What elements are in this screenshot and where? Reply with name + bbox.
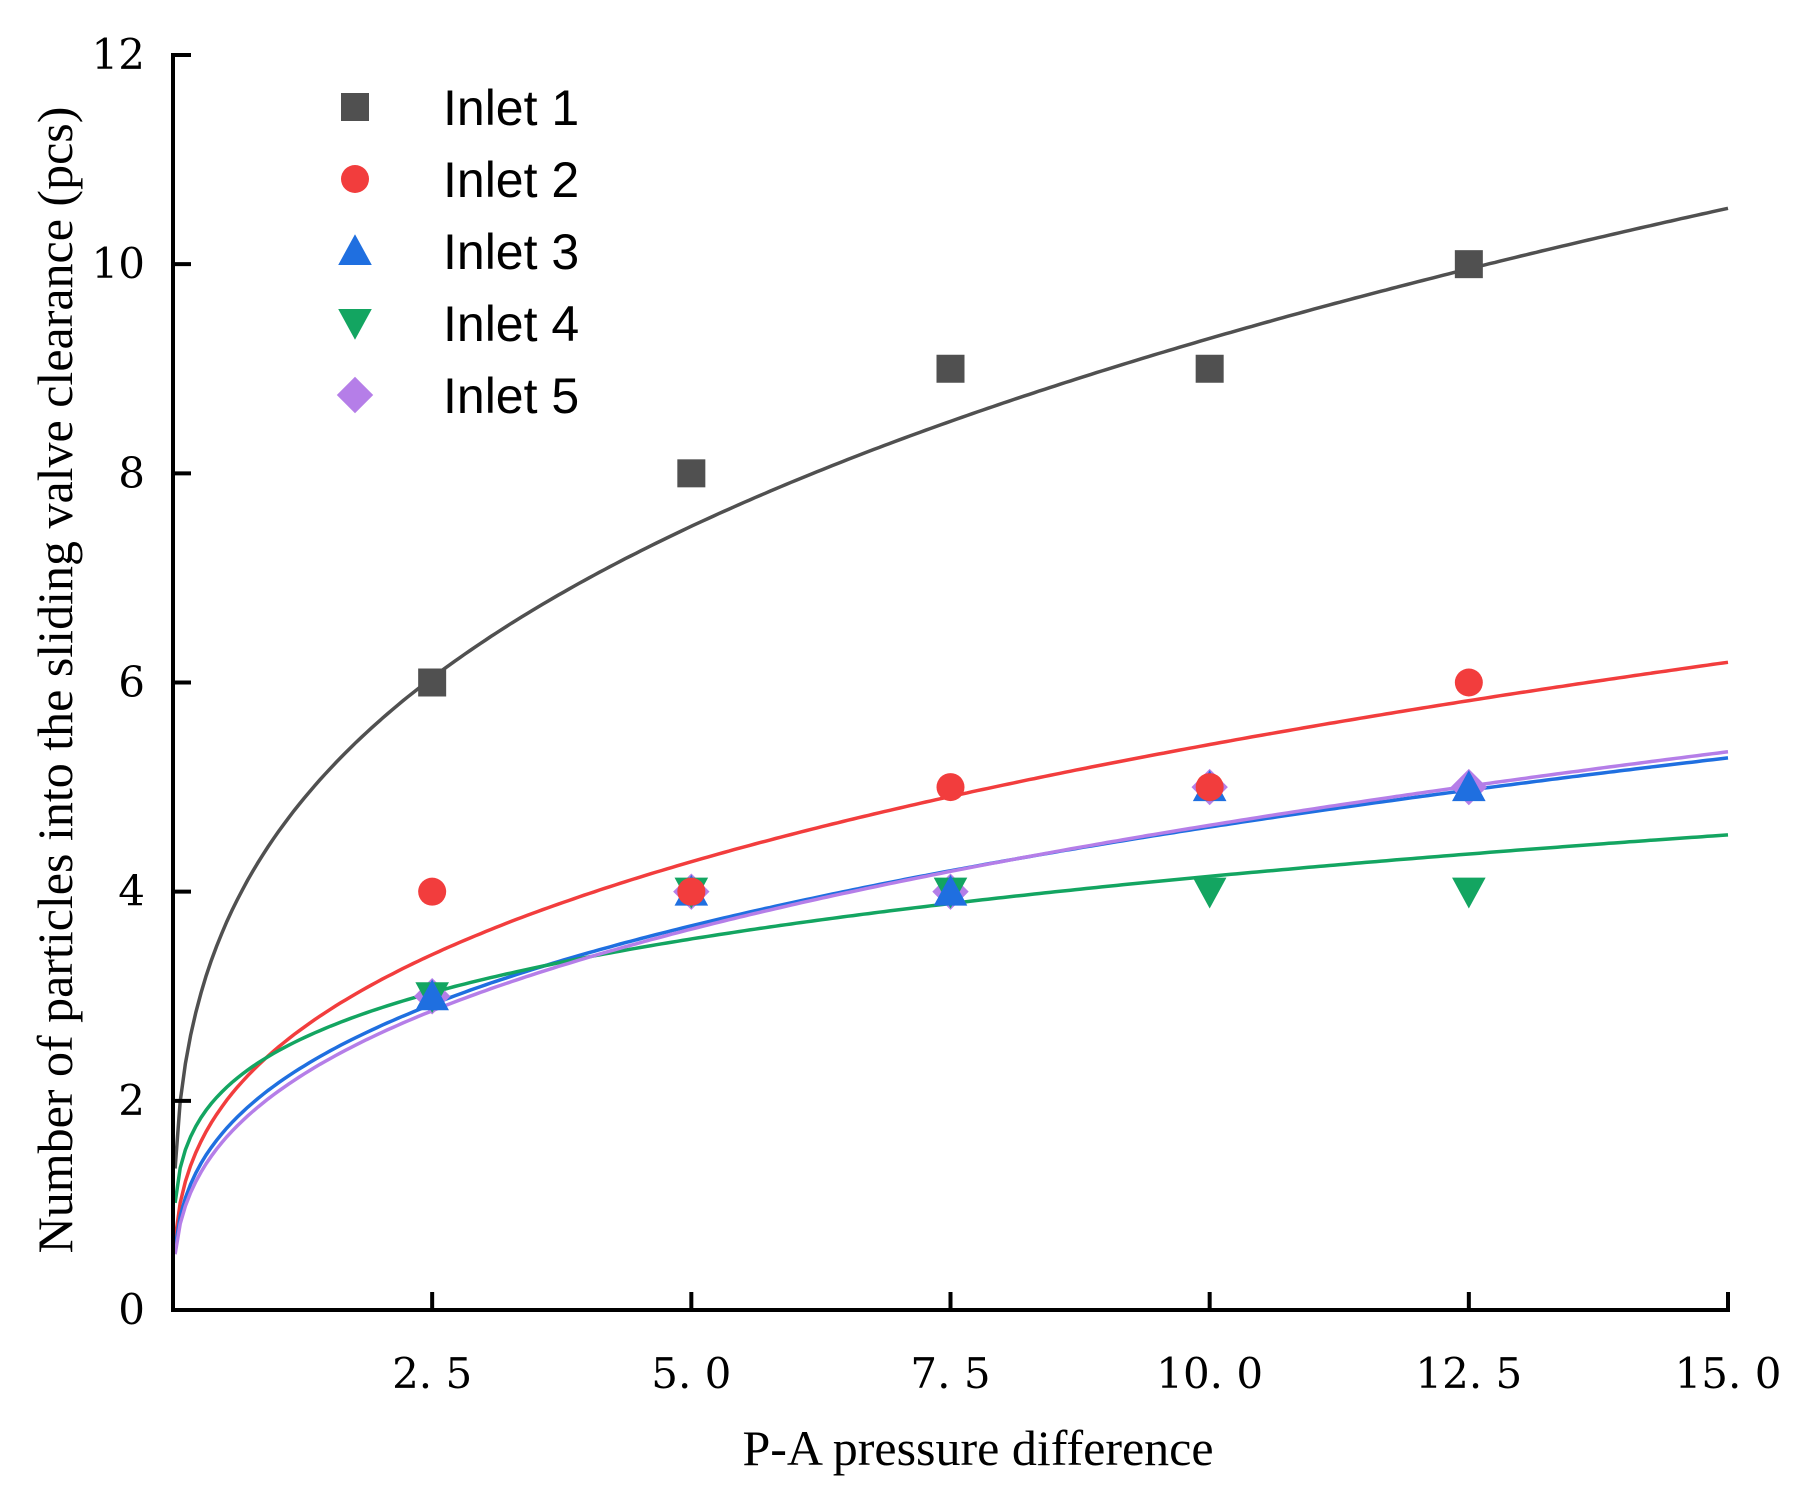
legend-marker-inlet-3 — [338, 234, 372, 265]
y-tick-label: 10 — [92, 239, 145, 288]
point-inlet-1-2 — [677, 459, 706, 488]
point-inlet-4-5 — [1452, 877, 1486, 909]
y-tick-label: 6 — [118, 658, 145, 707]
y-axis-title: Number of particles into the sliding val… — [27, 107, 83, 1254]
axes — [171, 53, 1730, 1312]
point-inlet-2-3 — [936, 773, 965, 802]
legend-label: Inlet 4 — [443, 296, 579, 352]
point-inlet-2-5 — [1454, 668, 1483, 697]
legend-marker-inlet-4 — [338, 309, 372, 340]
legend-item-inlet-1: Inlet 1 — [341, 80, 579, 136]
y-tick-label: 8 — [118, 448, 145, 497]
x-tick-label: 7. 5 — [910, 1349, 990, 1398]
y-tick-label: 12 — [92, 30, 145, 79]
point-inlet-2-2 — [677, 877, 706, 906]
legend-item-inlet-2: Inlet 2 — [341, 152, 579, 208]
legend-label: Inlet 3 — [443, 224, 579, 280]
point-inlet-1-3 — [936, 354, 965, 383]
point-inlet-2-1 — [418, 877, 447, 906]
point-inlet-1-5 — [1454, 250, 1483, 279]
ticks: 0 2 4 6 8 10 12 2. 5 5. 0 7. 5 10. 0 12. 5 15. 0 — [92, 30, 1782, 1398]
legend-label: Inlet 5 — [443, 368, 579, 424]
point-inlet-3-3 — [933, 874, 968, 906]
x-tick-label: 15. 0 — [1675, 1349, 1782, 1398]
legend-marker-inlet-1 — [341, 93, 369, 121]
x-axis-title: P-A pressure difference — [742, 1420, 1213, 1476]
x-tick-label: 12. 5 — [1415, 1349, 1522, 1398]
legend-item-inlet-5: Inlet 5 — [336, 368, 579, 424]
x-tick-label: 5. 0 — [651, 1349, 731, 1398]
data-markers — [413, 250, 1488, 1015]
point-inlet-3-1 — [415, 979, 449, 1011]
legend-label: Inlet 2 — [443, 152, 579, 208]
point-inlet-1-1 — [418, 668, 447, 697]
legend: Inlet 1 Inlet 2 Inlet 3 Inlet 4 Inlet 5 — [336, 80, 579, 424]
legend-marker-inlet-2 — [341, 165, 369, 193]
x-tick-label: 10. 0 — [1156, 1349, 1263, 1398]
fit-line-inlet-3 — [173, 756, 1729, 1249]
point-inlet-4-4 — [1192, 877, 1227, 909]
fit-line-inlet-1 — [173, 206, 1729, 1169]
legend-item-inlet-4: Inlet 4 — [338, 296, 579, 352]
x-tick-label: 2. 5 — [392, 1349, 472, 1398]
y-tick-label: 0 — [118, 1285, 145, 1334]
point-inlet-3-5 — [1452, 770, 1486, 802]
legend-item-inlet-3: Inlet 3 — [338, 224, 579, 280]
y-tick-label: 4 — [118, 867, 145, 916]
y-tick-label: 2 — [118, 1076, 145, 1125]
point-inlet-2-4 — [1195, 773, 1224, 802]
legend-label: Inlet 1 — [443, 80, 579, 136]
fit-line-inlet-5 — [173, 750, 1729, 1255]
fit-line-inlet-2 — [173, 660, 1729, 1240]
legend-marker-inlet-5 — [336, 376, 374, 414]
point-inlet-1-4 — [1195, 354, 1224, 383]
